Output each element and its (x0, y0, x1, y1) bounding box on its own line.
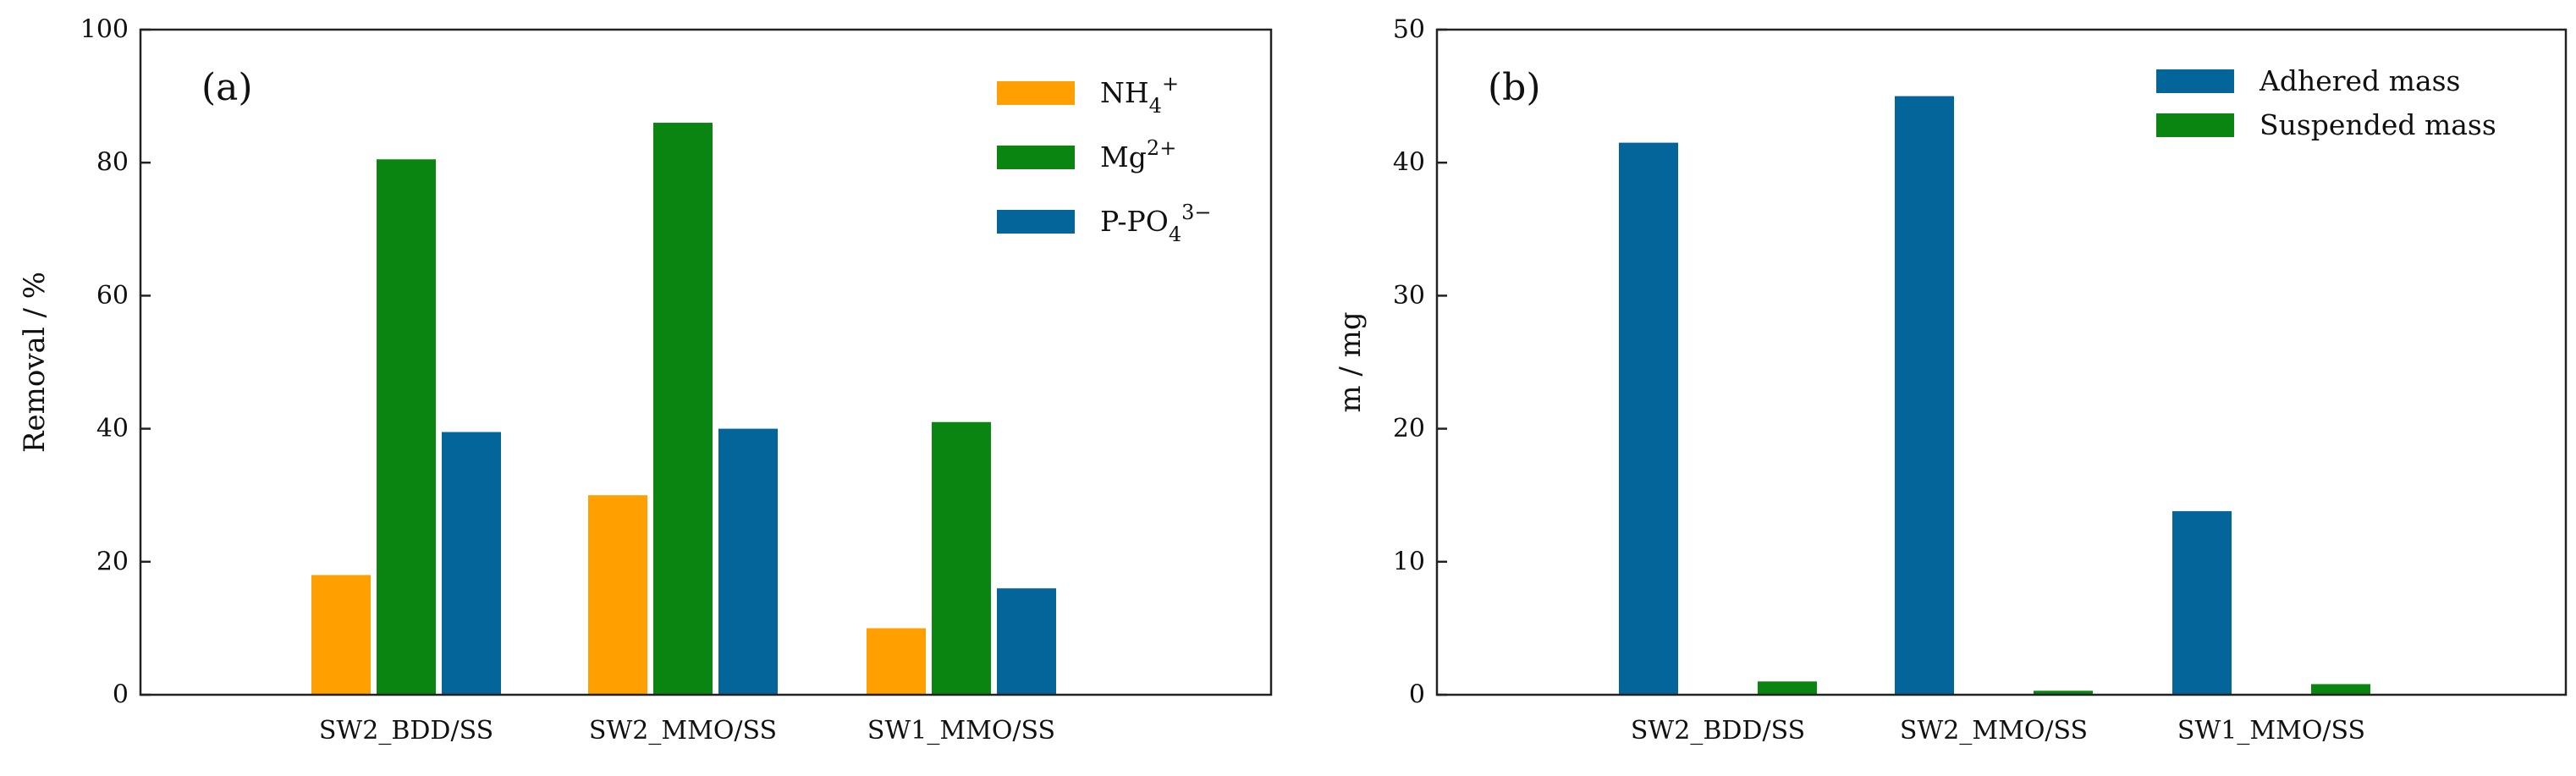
p1-legend-label-nh4-: NH4+ (1100, 72, 1179, 118)
p1-legend-swatch-p-po43- (997, 210, 1075, 234)
p2-x-tick-label: SW1_MMO/SS (2177, 716, 2365, 746)
p2-bar-adhered-mass-3 (2172, 511, 2232, 695)
p2-legend-swatch-suspended-mass (2156, 113, 2234, 137)
p1-bar-nh4--2 (588, 495, 647, 695)
p1-x-tick-label: SW2_BDD/SS (319, 716, 493, 746)
p2-bar-suspended-mass-2 (2034, 691, 2093, 695)
p1-plot-frame (139, 28, 1273, 696)
p2-y-tick-label: 10 (1393, 547, 1425, 576)
p1-bar-nh4--1 (311, 575, 371, 695)
p1-bar-p-po43--3 (997, 588, 1056, 695)
p2-plot-frame (1435, 28, 2568, 696)
p2-x-tick-label: SW2_MMO/SS (1900, 716, 2088, 746)
p1-bar-mg2--3 (932, 421, 991, 695)
p1-x-tick-label: SW2_MMO/SS (589, 716, 777, 746)
p1-panel-label: (a) (201, 66, 253, 109)
p2-legend-label-adhered-mass: Adhered mass (2259, 64, 2461, 97)
p2-y-tick-label: 0 (1409, 680, 1425, 710)
p2-y-axis-label: m / mg (1334, 311, 1368, 412)
p1-y-tick-label: 0 (113, 680, 129, 710)
p1-bar-nh4--3 (867, 628, 926, 695)
p2-y-tick-label: 30 (1393, 281, 1425, 311)
p1-bar-mg2--1 (377, 159, 436, 695)
p1-bar-p-po43--1 (442, 432, 501, 695)
p2-y-tick-label: 20 (1393, 414, 1425, 443)
p2-legend-label-suspended-mass: Suspended mass (2260, 108, 2496, 141)
p1-bar-p-po43--2 (718, 428, 778, 695)
p2-x-tick-label: SW2_BDD/SS (1631, 716, 1805, 746)
p1-y-tick-label: 40 (96, 414, 129, 443)
p2-y-tick-label: 40 (1393, 148, 1425, 178)
p2-panel-label: (b) (1488, 66, 1541, 109)
p1-legend-label-mg2-: Mg2+ (1100, 136, 1176, 173)
p1-bar-mg2--2 (653, 123, 713, 696)
p2-bar-adhered-mass-1 (1619, 142, 1678, 695)
p1-y-axis-label: Removal / % (18, 272, 52, 453)
p2-bar-suspended-mass-1 (1758, 681, 1817, 695)
p1-y-tick-label: 60 (96, 281, 129, 311)
p1-legend-swatch-nh4- (997, 81, 1075, 105)
p2-y-tick-label: 50 (1393, 15, 1425, 45)
p1-y-tick-label: 80 (96, 148, 129, 178)
chart-panel-2: 0 10 20 30 40 50 SW2_BDD/SS SW2_MMO/SS SW1_MMO/S… (1334, 15, 2568, 746)
p1-legend-label-p-po43-: P-PO43− (1100, 201, 1211, 246)
p1-x-tick-label: SW1_MMO/SS (867, 716, 1055, 746)
p1-y-tick-label: 100 (80, 15, 129, 45)
p1-y-tick-label: 20 (96, 547, 129, 576)
chart-panel-1: 0 20 40 60 80 100 SW2_BDD/SS SW2_MMO/SS SW1_MMO/… (18, 15, 1273, 746)
p2-legend-swatch-adhered-mass (2156, 69, 2234, 93)
p2-bar-adhered-mass-2 (1895, 96, 1954, 696)
p2-bar-suspended-mass-3 (2311, 684, 2370, 695)
p1-legend-swatch-mg2- (997, 146, 1075, 169)
